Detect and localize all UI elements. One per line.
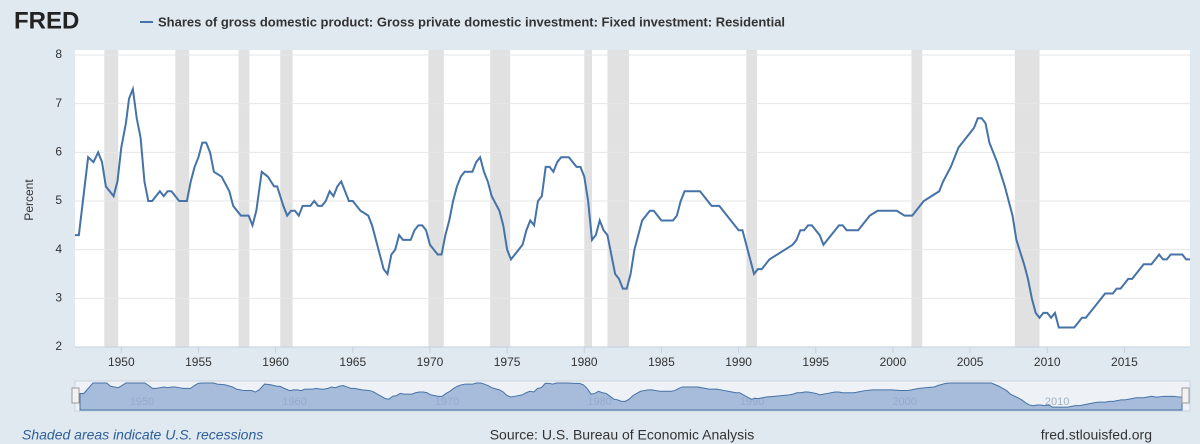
navigator-tick-label: 2010	[1045, 396, 1069, 408]
source: Source: U.S. Bureau of Economic Analysis	[490, 427, 755, 443]
recession-band	[1014, 50, 1040, 347]
x-tick-label: 2010	[1034, 355, 1061, 369]
x-tick-label: 1955	[185, 355, 212, 369]
x-tick-label: 1975	[494, 355, 521, 369]
navigator-area	[79, 382, 1183, 411]
y-tick-label: 5	[55, 193, 62, 207]
x-tick-label: 1995	[802, 355, 829, 369]
x-tick-label: 2015	[1111, 355, 1138, 369]
recession-band	[175, 50, 190, 347]
recession-band	[607, 50, 630, 347]
x-tick-label: 1950	[108, 355, 135, 369]
x-tick-label: 1980	[571, 355, 598, 369]
x-tick-label: 1985	[648, 355, 675, 369]
y-tick-label: 8	[55, 47, 62, 61]
recession-band	[104, 50, 119, 347]
navigator-handle[interactable]	[71, 387, 80, 404]
site: fred.stlouisfed.org	[1041, 427, 1152, 443]
x-tick-label: 2000	[880, 355, 907, 369]
x-tick-label: 2005	[957, 355, 984, 369]
line	[75, 85, 1190, 329]
x-tick-label: 1970	[417, 355, 444, 369]
y-tick-label: 7	[55, 96, 62, 110]
y-tick-label: 3	[55, 291, 62, 305]
recession-band	[280, 50, 293, 347]
x-tick-label: 1990	[725, 355, 752, 369]
x-tick-label: 1960	[262, 355, 289, 369]
recession-band	[911, 50, 923, 347]
recession-band	[490, 50, 511, 347]
recession-band	[238, 50, 250, 347]
plot-area	[75, 50, 1190, 347]
recession-band	[428, 50, 444, 347]
recession-band	[746, 50, 758, 347]
y-tick-label: 4	[55, 242, 62, 256]
navigator-handle[interactable]	[1181, 387, 1190, 404]
y-tick-label: 2	[55, 339, 62, 353]
recession-note: Shaded areas indicate U.S. recessions	[22, 427, 263, 443]
y-tick-label: 6	[55, 145, 62, 159]
logo: FRED	[14, 7, 79, 34]
x-tick-label: 1965	[339, 355, 366, 369]
legend-label: Shares of gross domestic product: Gross …	[158, 14, 785, 29]
y-axis-label: Percent	[22, 179, 36, 221]
